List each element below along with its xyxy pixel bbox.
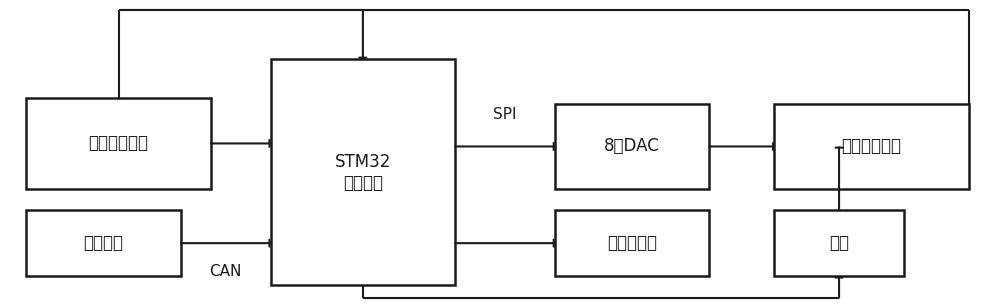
Bar: [26, 98, 211, 189]
Text: CAN: CAN: [210, 264, 242, 279]
Text: 8路DAC: 8路DAC: [604, 138, 660, 156]
Text: 电源: 电源: [829, 234, 849, 252]
Text: 样品转速脉冲: 样品转速脉冲: [89, 135, 149, 152]
Bar: [271, 59, 455, 285]
Text: 信号指示灯: 信号指示灯: [607, 234, 657, 252]
Bar: [555, 104, 709, 189]
Bar: [555, 210, 709, 276]
Text: 信号处理电路: 信号处理电路: [841, 138, 901, 156]
Text: SPI: SPI: [493, 107, 517, 122]
Text: STM32
微处理器: STM32 微处理器: [335, 153, 391, 192]
Text: 用户指令: 用户指令: [84, 234, 124, 252]
Bar: [774, 104, 969, 189]
Bar: [774, 210, 904, 276]
Bar: [26, 210, 181, 276]
